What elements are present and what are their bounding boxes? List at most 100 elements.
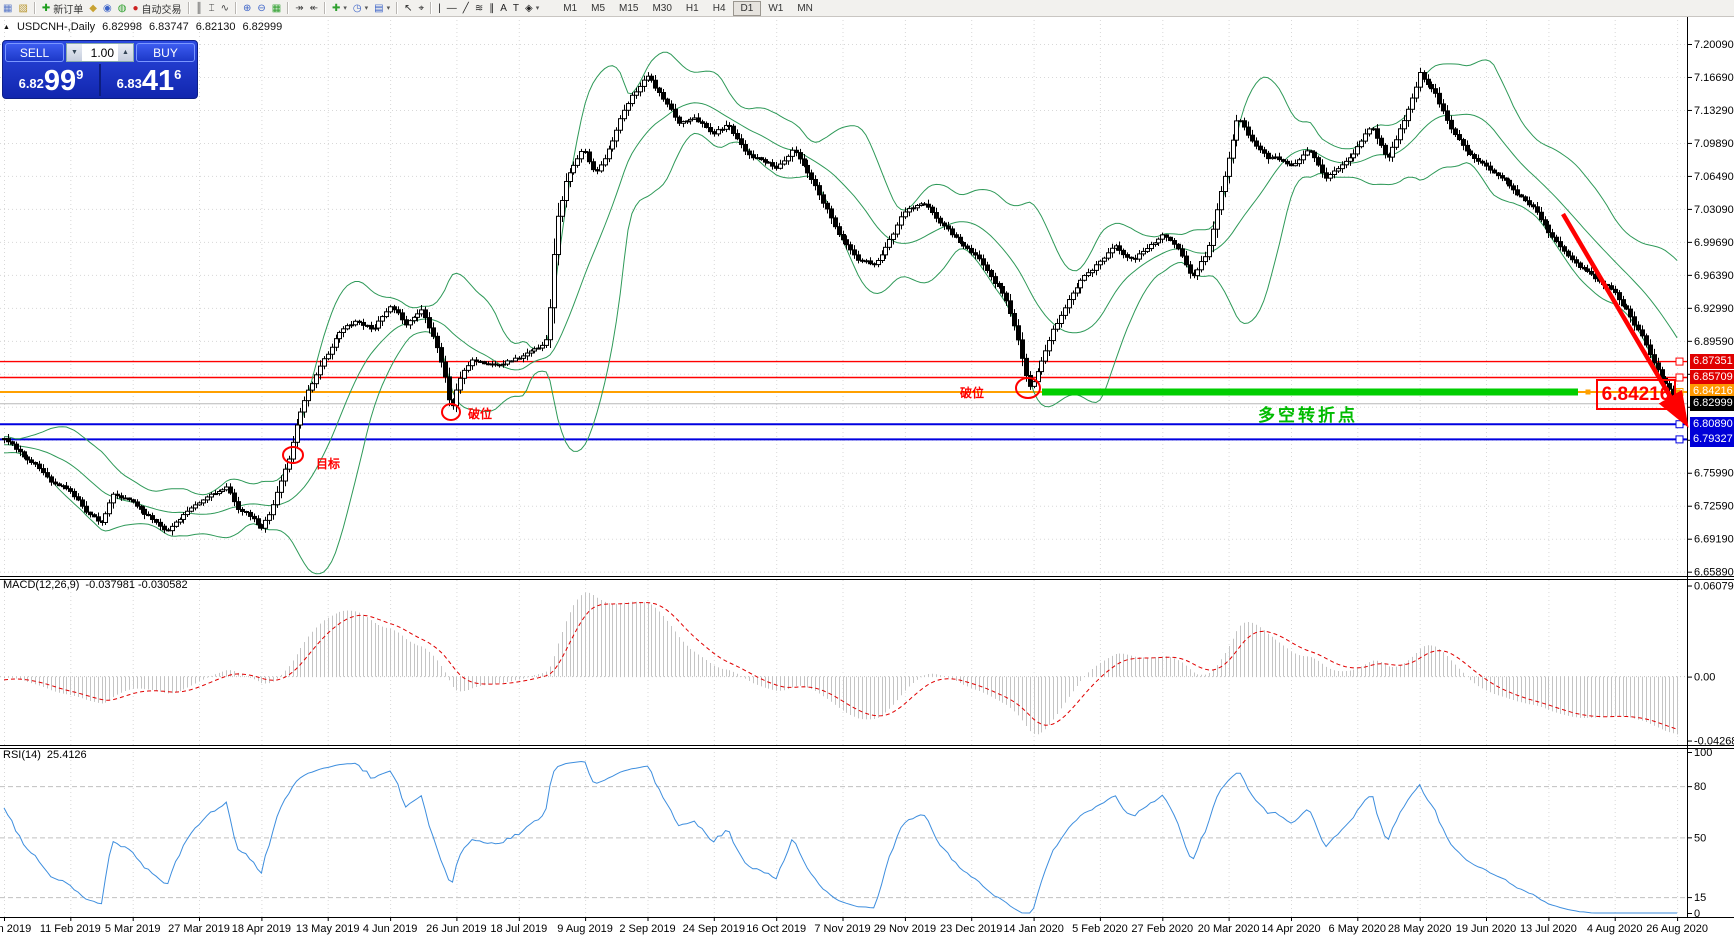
periods-icon: ◷ [352, 2, 362, 14]
autotrading-icon: ● [132, 2, 139, 14]
indicators-dropdown-icon[interactable]: ▾ [343, 5, 347, 12]
timeframe-h1[interactable]: H1 [685, 2, 699, 14]
rsi-values: 25.4126 [46, 749, 87, 761]
trendline-icon: ╱ [462, 2, 469, 14]
line-chart-button[interactable]: ∿ [218, 1, 232, 16]
text-button[interactable]: A [497, 1, 510, 16]
timeframe-m5[interactable]: M5 [591, 2, 606, 14]
crosshair-icon: ⌖ [418, 2, 425, 14]
market-watch-button[interactable]: ◉ [100, 1, 115, 16]
cursor-icon: ↖ [404, 2, 413, 14]
vertical-line-button[interactable]: | [435, 1, 444, 16]
styles-icon: ◆ [89, 2, 97, 14]
signals-button[interactable]: ◍ [115, 1, 130, 16]
bar-chart-icon: ║ [195, 2, 203, 14]
timeframe-d1[interactable]: D1 [732, 0, 762, 16]
chart-annotation-text[interactable]: 破位 [468, 407, 493, 421]
tile-windows-icon: ▦ [271, 2, 282, 14]
highlight-circle[interactable] [282, 446, 304, 464]
cursor-button[interactable]: ↖ [401, 1, 415, 16]
indicators-button[interactable]: ✚ ▾ [329, 1, 350, 16]
date-axis-label: 7 Nov 2019 [814, 923, 871, 935]
zoom-out-button[interactable]: ⊖ [254, 1, 268, 16]
toolbar: ▦ ▧ ✚ 新订单 ◆ ◉ ◍ ● 自动交易 ║ ⌶ ∿ ⊕ ⊖ ▦ ↠ ↞ ✚ ▾ ◷ ▾ ▤ ▾ ↖ ⌖ | — ╱ ≋ ∥ A T ◈ ▾ M… [0, 0, 1734, 17]
macd-label: MACD(12,26,9) -0.037981 -0.030582 [3, 579, 188, 591]
chart-annotation-text[interactable]: 破位 [960, 386, 985, 400]
timeframe-h4[interactable]: H4 [712, 2, 726, 14]
price-axis-label: 7.16690 [1694, 72, 1734, 84]
sell-price[interactable]: 6.82 99 9 [3, 64, 99, 96]
fibonacci-button[interactable]: ≋ [472, 1, 486, 16]
date-axis-label: 9 Aug 2019 [557, 923, 613, 935]
timeframe-m1[interactable]: M1 [563, 2, 578, 14]
price-axis-label: 7.06490 [1694, 171, 1734, 183]
timeframe-bar: M1 M5 M15 M30 H1 H4 D1 W1 MN [556, 0, 820, 16]
rsi-label: RSI(14) 25.4126 [3, 749, 87, 761]
buy-button[interactable]: BUY [136, 43, 195, 62]
macd-values: -0.037981 -0.030582 [85, 579, 188, 591]
volume-increase-button[interactable]: ▲ [118, 44, 133, 61]
new-order-button[interactable]: ✚ 新订单 [39, 1, 86, 16]
profiles-button[interactable]: ▧ [15, 1, 30, 16]
chart-shift-button[interactable]: ↞ [307, 1, 321, 16]
profiles-icon: ▧ [18, 2, 28, 14]
autotrading-button[interactable]: ● 自动交易 [129, 1, 184, 16]
new-order-icon: ✚ [41, 2, 51, 14]
price-axis-label: 6.92990 [1694, 303, 1734, 315]
bar-chart-button[interactable]: ║ [193, 1, 206, 16]
buy-price[interactable]: 6.83 41 6 [101, 64, 197, 96]
templates-dropdown-icon[interactable]: ▾ [386, 5, 391, 12]
downtrend-arrow[interactable] [1561, 212, 1689, 428]
timeframe-m15[interactable]: M15 [619, 2, 639, 14]
auto-scroll-button[interactable]: ↠ [292, 1, 306, 16]
date-axis-label: 13 Jul 2020 [1519, 923, 1577, 935]
crosshair-button[interactable]: ⌖ [416, 1, 428, 16]
timeframe-m30[interactable]: M30 [652, 2, 672, 14]
sell-price-small: 6.82 [18, 76, 44, 91]
trendline-button[interactable]: ╱ [460, 1, 472, 16]
toolbar-separator [287, 2, 290, 14]
price-axis-label: 6.96390 [1694, 270, 1734, 282]
sell-price-sup: 9 [76, 67, 84, 82]
chart-annotation-text[interactable]: 多空转折点 [1258, 406, 1358, 425]
shapes-button[interactable]: ◈ ▾ [522, 1, 542, 16]
templates-button[interactable]: ▤ ▾ [371, 1, 393, 16]
tile-windows-button[interactable]: ▦ [269, 1, 284, 16]
horizontal-line-button[interactable]: — [444, 1, 460, 16]
volume-input[interactable]: 1.00 [90, 45, 114, 60]
date-axis-label: 28 May 2020 [1387, 923, 1452, 935]
highlight-circle[interactable] [1015, 377, 1041, 399]
indicators-icon: ✚ [332, 2, 341, 14]
text-label-button[interactable]: T [510, 1, 522, 16]
zoom-in-button[interactable]: ⊕ [240, 1, 254, 16]
date-axis-label: 14 Jan 2020 [1003, 923, 1064, 935]
date-axis-label: 16 Oct 2019 [746, 923, 807, 935]
date-axis-label: 11 Feb 2019 [39, 923, 101, 935]
level-price-label: 6.87351 [1690, 354, 1734, 370]
sell-button[interactable]: SELL [5, 43, 64, 62]
level-price-label: 6.85709 [1690, 369, 1734, 385]
periods-dropdown-icon[interactable]: ▾ [364, 5, 369, 12]
price-callout-label[interactable]: 6.84216 [1596, 379, 1676, 410]
sell-price-big: 99 [43, 65, 77, 97]
periods-button[interactable]: ◷ ▾ [350, 1, 371, 16]
rsi-axis-label: 15 [1694, 892, 1706, 904]
level-price-label: 6.84216 [1690, 384, 1734, 400]
candlestick-chart-button[interactable]: ⌶ [206, 1, 218, 16]
chart-annotation-text[interactable]: 目标 [316, 457, 341, 471]
highlight-circle[interactable] [441, 403, 461, 421]
price-axis-label: 7.20090 [1694, 39, 1734, 51]
shapes-dropdown-icon[interactable]: ▾ [535, 5, 540, 12]
timeframe-mn[interactable]: MN [797, 2, 813, 14]
macd-axis-label: -0.042685 [1694, 736, 1734, 748]
timeframe-w1[interactable]: W1 [768, 2, 784, 14]
macd-axis-label: 0.060795 [1694, 581, 1734, 593]
text-label-icon: T [512, 2, 519, 14]
styles-button[interactable]: ◆ [86, 1, 100, 16]
toolbar-separator [396, 2, 399, 14]
volume-decrease-button[interactable]: ▼ [67, 44, 82, 61]
rsi-axis-label: 0 [1694, 908, 1700, 920]
channel-button[interactable]: ∥ [486, 1, 497, 16]
new-chart-button[interactable]: ▦ [0, 1, 15, 16]
